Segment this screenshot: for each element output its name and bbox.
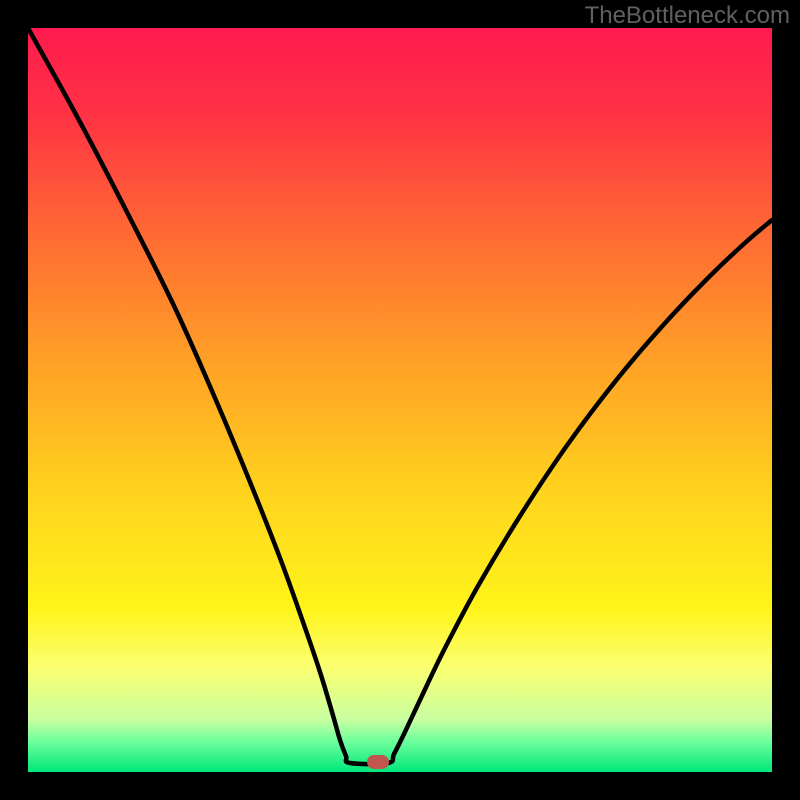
chart-frame: TheBottleneck.com: [0, 0, 800, 800]
bottleneck-chart: [0, 0, 800, 800]
watermark-text: TheBottleneck.com: [585, 2, 790, 30]
